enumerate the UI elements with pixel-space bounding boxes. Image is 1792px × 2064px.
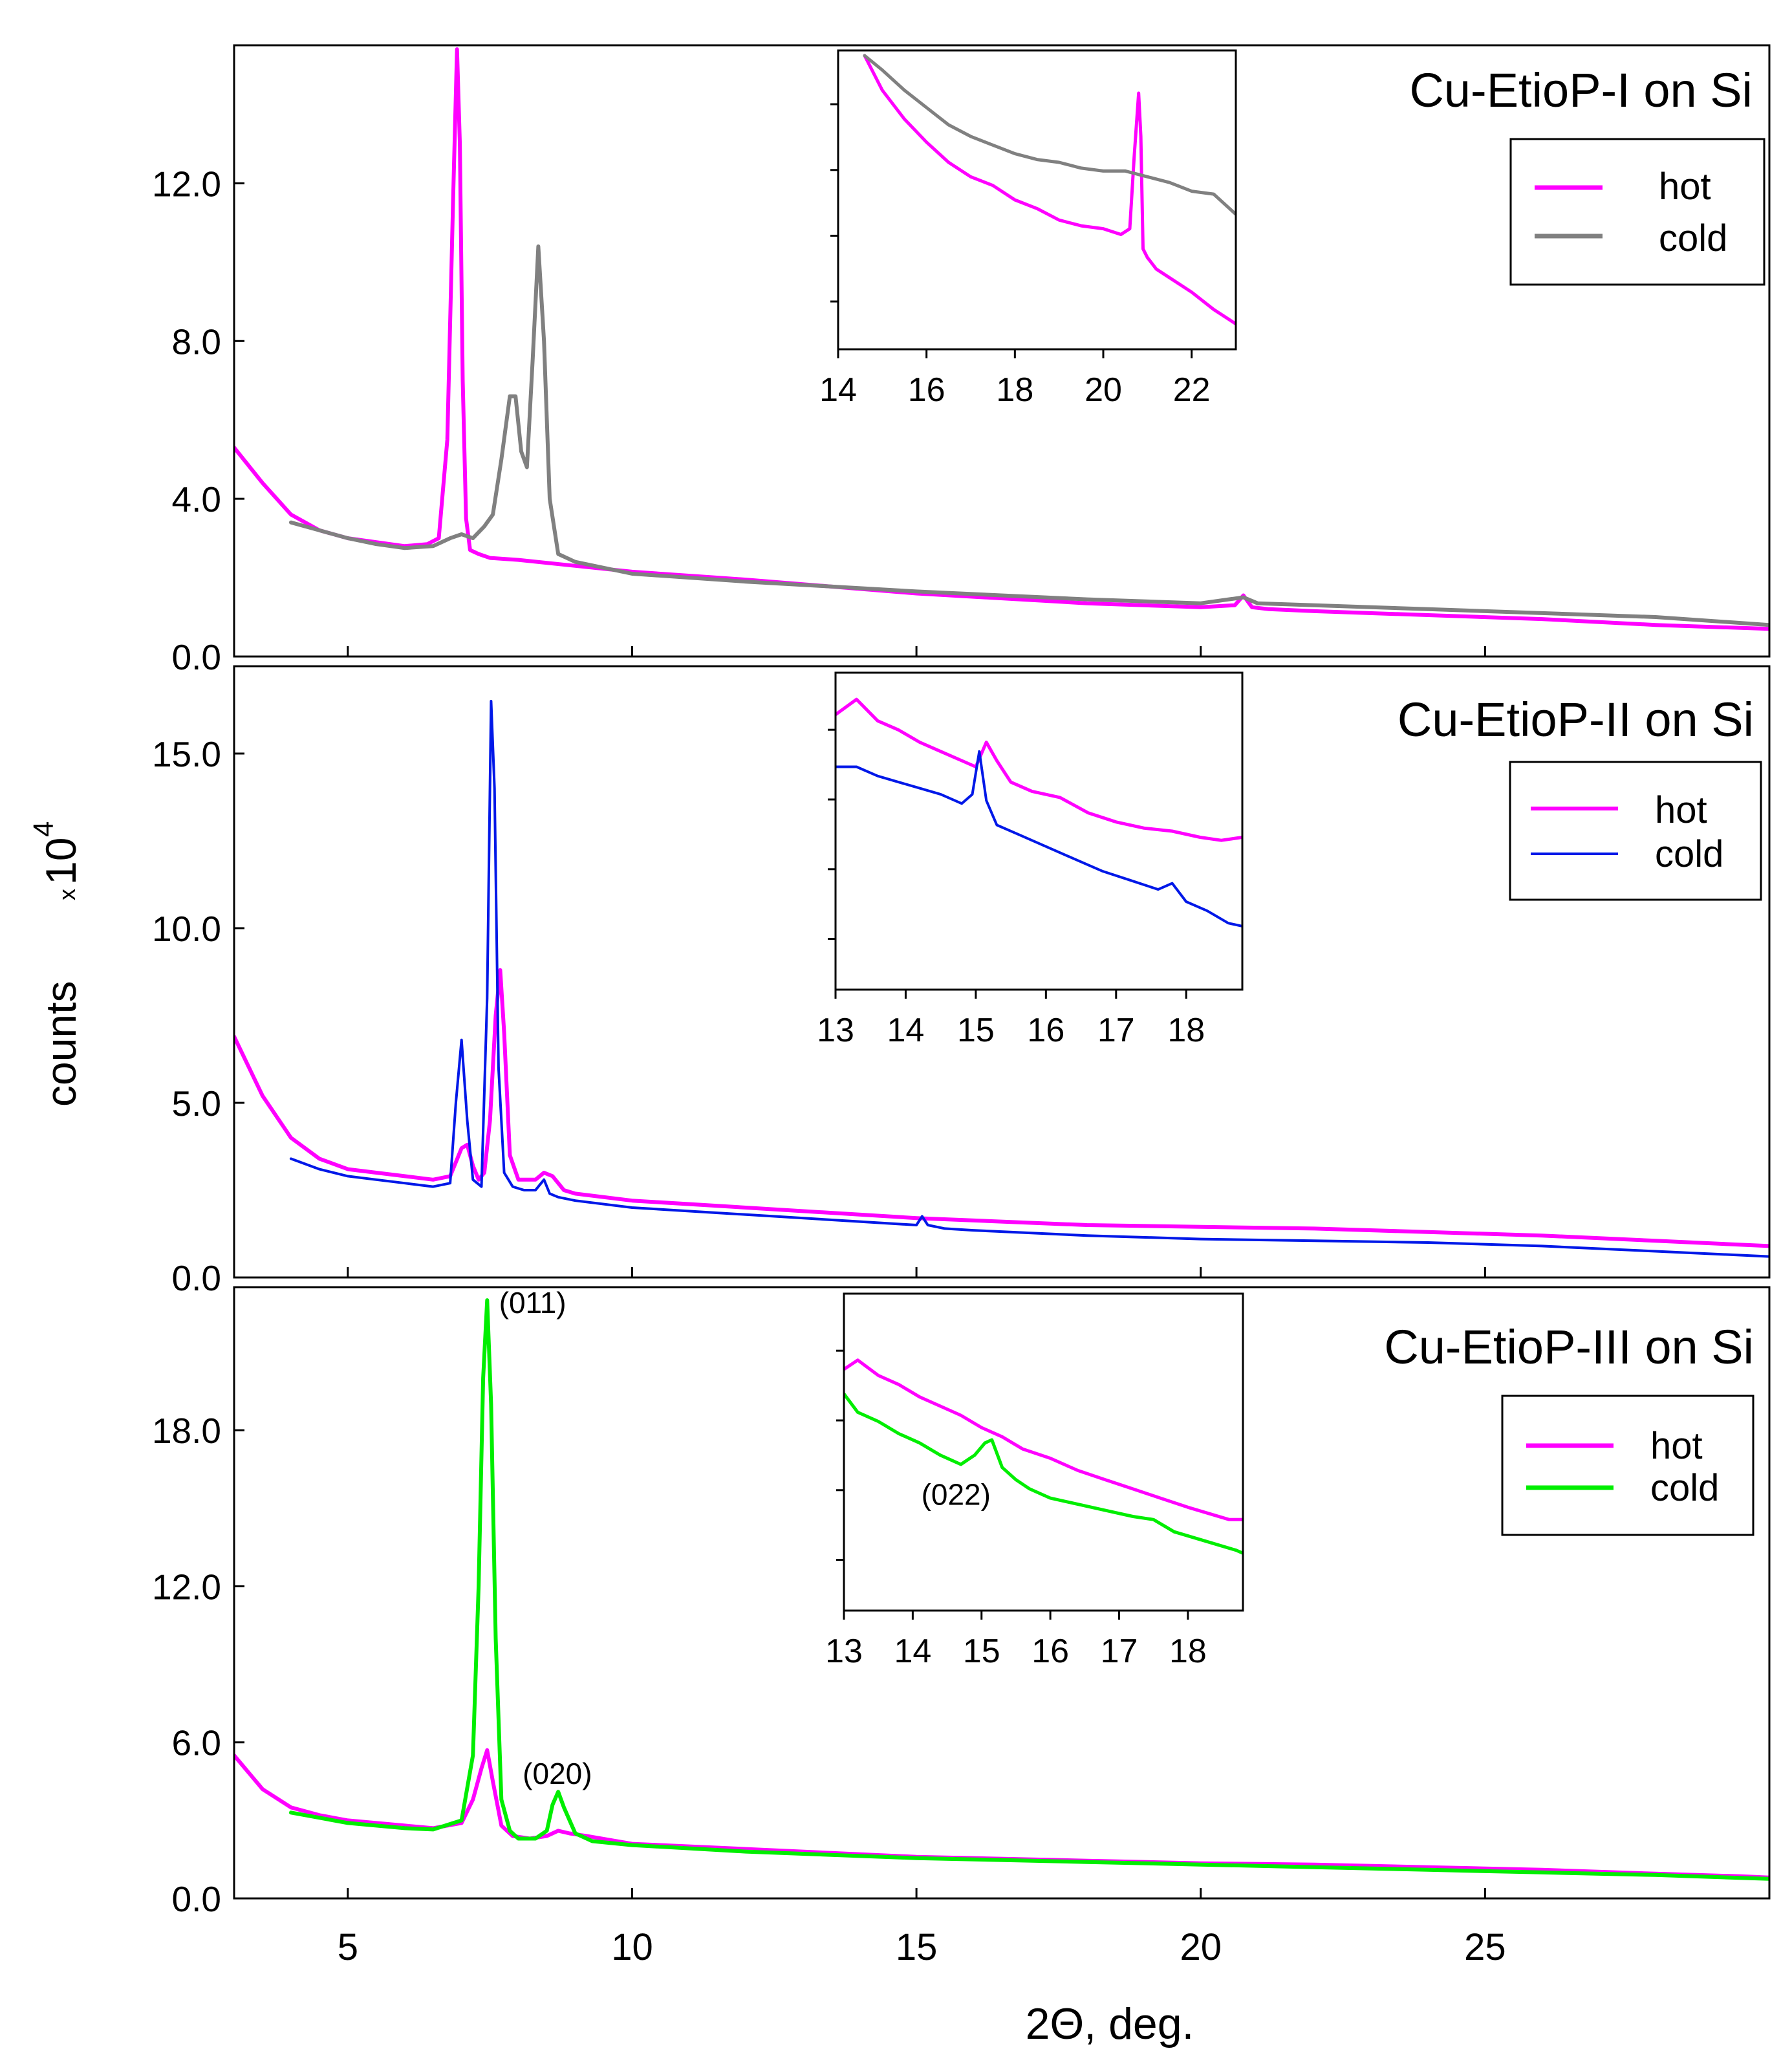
legend: hot cold (1501, 1395, 1754, 1536)
inset-plot: 14 16 18 20 22 (819, 49, 1237, 409)
y-tick-label: 5.0 (172, 1083, 221, 1124)
y-tick-label: 0.0 (172, 1258, 221, 1298)
inset-x-tick-label: 18 (996, 371, 1033, 409)
y-tick-label: 8.0 (172, 321, 221, 362)
panel-series (234, 1298, 1769, 1881)
inset-frame (843, 1292, 1244, 1612)
inset-x-tick-label: 18 (1169, 1633, 1207, 1670)
inset-x-tick-label: 14 (894, 1633, 931, 1670)
inset-ticks: 14 16 18 20 22 (819, 103, 1211, 409)
inset-x-tick-label: 14 (887, 1012, 925, 1049)
series-line-hot (234, 47, 1769, 631)
inset-ticks: 13 14 15 16 17 18 (825, 1349, 1207, 1670)
inset-frame (837, 49, 1237, 351)
inset-series (863, 54, 1236, 326)
inset-plot: 13 14 15 16 17 18 (817, 671, 1244, 1049)
inset-series-line-cold (844, 1392, 1243, 1555)
series-line-cold (288, 244, 1769, 627)
x-tick-label: 25 (1464, 1926, 1506, 1968)
legend-label-hot: hot (1655, 789, 1707, 831)
annotation-011: (011) (499, 1286, 567, 1320)
y-tick-label: 0.0 (172, 1879, 221, 1919)
y-tick-label: 4.0 (172, 479, 221, 519)
annotation-020: (020) (523, 1757, 592, 1790)
y-axis-multiplier-base: 10 (37, 838, 85, 885)
inset-series-line-hot (863, 54, 1236, 326)
legend-box (1501, 1395, 1754, 1536)
inset-ticks: 13 14 15 16 17 18 (817, 728, 1205, 1049)
inset-x-tick-label: 20 (1085, 371, 1122, 409)
inset-x-tick-label: 17 (1097, 1012, 1135, 1049)
x-axis-unit: , deg. (1084, 1999, 1194, 2048)
panel-ticks: 0.0 4.0 8.0 12.0 (152, 164, 1486, 677)
inset-x-tick-label: 18 (1167, 1012, 1205, 1049)
panel-title: Cu-EtioP-II on Si (1398, 693, 1754, 746)
panel-title: Cu-EtioP-I on Si (1409, 63, 1753, 117)
x-tick-label: 20 (1180, 1926, 1222, 1968)
inset-x-tick-label: 15 (963, 1633, 1000, 1670)
y-tick-label: 10.0 (152, 909, 221, 949)
x-tick-label: 5 (338, 1926, 358, 1968)
panel-cu-etiop-i: 0.04.08.012.0 Cu-EtioP-I on Si hot cold … (152, 44, 1771, 677)
inset-x-tick-label: 16 (1031, 1633, 1069, 1670)
inset-x-tick-label: 15 (957, 1012, 995, 1049)
inset-series (836, 697, 1242, 928)
series-line-cold (289, 700, 1769, 1258)
panel-series (234, 700, 1769, 1258)
series-line-hot (234, 968, 1769, 1248)
x-axis-symbol: 2Θ (1026, 1999, 1085, 2048)
inset-x-tick-label: 16 (1027, 1012, 1064, 1049)
legend: hot cold (1509, 761, 1762, 901)
legend-label-cold: cold (1650, 1467, 1719, 1509)
legend-label-cold: cold (1659, 217, 1727, 259)
plot-frame (233, 44, 1771, 658)
legend-label-cold: cold (1655, 833, 1723, 875)
y-axis-label: counts (37, 981, 85, 1107)
inset-series-line-hot (836, 697, 1242, 842)
panel-ticks: 5 10 15 20 25 0.0 6.0 12.0 18.0 (152, 1411, 1506, 1968)
panel-cu-etiop-iii: 5 10 15 20 25 0.0 6.0 12.0 18.0 Cu-EtioP-III on … (152, 1286, 1771, 1968)
y-axis-multiplier-exponent: 4 (28, 821, 59, 837)
inset-annotation-022: (022) (922, 1478, 991, 1512)
inset-x-tick-label: 17 (1101, 1633, 1138, 1670)
x-tick-label: 15 (896, 1926, 938, 1968)
legend-label-hot: hot (1659, 166, 1711, 208)
inset-x-tick-label: 16 (908, 371, 945, 409)
inset-series (844, 1358, 1243, 1555)
y-tick-label: 6.0 (172, 1723, 221, 1763)
inset-frame (834, 671, 1244, 991)
panel-ticks: 0.0 5.0 10.0 15.0 (152, 734, 1486, 1298)
y-tick-label: 15.0 (152, 734, 221, 774)
x-tick-label: 10 (611, 1926, 653, 1968)
series-line-cold (288, 1298, 1769, 1881)
inset-x-tick-label: 13 (817, 1012, 854, 1049)
legend-box (1509, 138, 1765, 286)
inset-x-tick-label: 14 (819, 371, 857, 409)
inset-series-line-cold (836, 750, 1242, 928)
inset-plot: 13 14 15 16 17 18 (022) (825, 1292, 1244, 1670)
plot-frame (233, 1286, 1771, 1900)
y-tick-label: 0.0 (172, 637, 221, 677)
inset-series-line-hot (844, 1358, 1243, 1521)
inset-x-tick-label: 22 (1173, 371, 1211, 409)
panel-series (234, 47, 1769, 631)
y-tick-label: 18.0 (152, 1411, 221, 1451)
panel-cu-etiop-ii: 0.0 5.0 10.0 15.0 Cu-EtioP-II on Si hot col… (152, 665, 1771, 1298)
plot-frame (233, 665, 1771, 1279)
y-tick-label: 12.0 (152, 164, 221, 204)
y-tick-label: 12.0 (152, 1567, 221, 1607)
inset-x-tick-label: 13 (825, 1633, 863, 1670)
y-axis-multiplier-prefix: x (54, 889, 80, 900)
legend-label-hot: hot (1650, 1425, 1703, 1467)
panel-title: Cu-EtioP-III on Si (1384, 1320, 1754, 1374)
legend-box (1509, 761, 1762, 901)
legend: hot cold (1509, 138, 1765, 286)
inset-series-line-cold (863, 54, 1236, 216)
x-axis-label: 2Θ, deg. (1026, 1999, 1194, 2048)
